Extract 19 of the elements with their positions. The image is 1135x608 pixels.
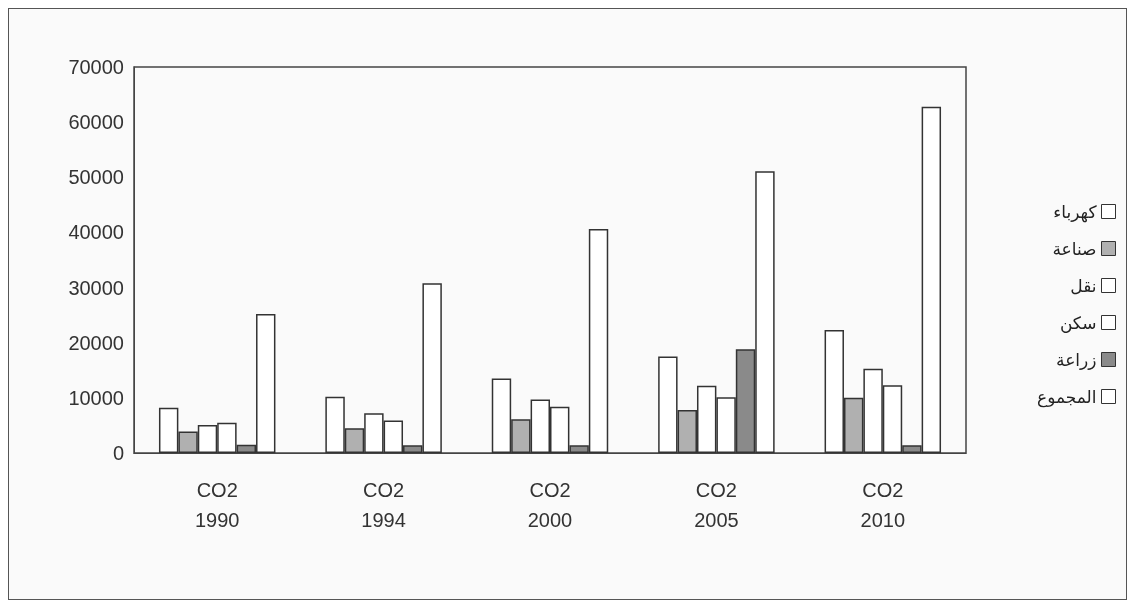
y-tick-label: 70000: [68, 56, 124, 78]
x-tick-label: CO2 2005: [694, 479, 739, 531]
y-tick-label: 10000: [68, 386, 124, 409]
legend-label: زراعة: [1056, 349, 1097, 370]
legend-label: صناعة: [1052, 238, 1097, 259]
y-tick-label: 0: [112, 442, 124, 464]
x-tick-label: CO2 1994: [361, 479, 406, 531]
y-tick-label: 30000: [68, 276, 124, 299]
legend-label: كهرباء: [1053, 201, 1098, 223]
legend-label: سكن: [1059, 312, 1097, 333]
legend-label: نقل: [1070, 275, 1097, 296]
x-tick-label: CO2 2010: [860, 479, 906, 531]
legend-label: المجموع: [1037, 386, 1097, 408]
y-tick-label: 20000: [68, 331, 124, 354]
y-tick-label: 60000: [68, 111, 124, 134]
x-tick-label: CO2 2000: [527, 479, 573, 531]
x-tick-label: CO2 1990: [194, 479, 240, 531]
y-tick-label: 40000: [68, 221, 124, 244]
y-tick-label: 50000: [68, 166, 124, 189]
